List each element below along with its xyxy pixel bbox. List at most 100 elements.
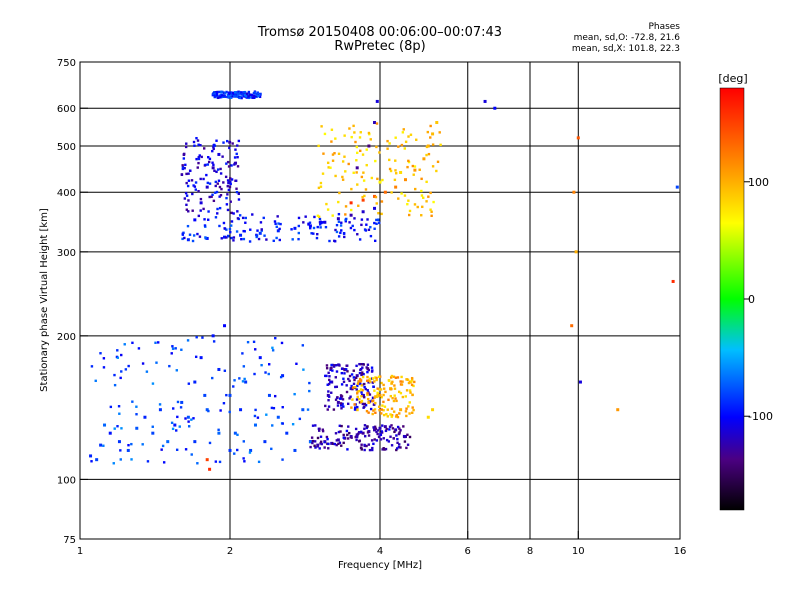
cluster-point (331, 363, 335, 367)
cluster-point (297, 237, 300, 241)
cluster-point (394, 397, 397, 400)
cluster-point (345, 364, 348, 367)
axis-ticks: 1 2 4 6 8 10 16 75 100 200 300 400 500 600 750 (57, 58, 686, 557)
cluster-point (413, 165, 417, 168)
cluster-point (199, 197, 203, 201)
cluster-point (339, 402, 343, 405)
cluster-point (203, 218, 206, 221)
cluster-point (362, 179, 366, 182)
cluster-point (324, 404, 327, 408)
colorbar-tick-label: 0 (748, 293, 755, 306)
cluster-point (360, 399, 364, 403)
cluster-point (244, 95, 248, 98)
data-point (493, 106, 497, 110)
cluster-point (325, 435, 329, 439)
cluster-point (327, 395, 331, 398)
cluster-point (382, 409, 385, 412)
cluster-point (376, 394, 379, 397)
cluster-point (351, 224, 354, 228)
data-point (367, 144, 371, 148)
cluster-point (361, 388, 364, 392)
phase-o-stats: mean, sd,O: -72.8, 21.6 (573, 33, 680, 43)
cluster-point (181, 233, 185, 236)
cluster-point (333, 364, 337, 367)
cluster-point (308, 381, 311, 385)
cluster-point (355, 145, 359, 149)
cluster-point (131, 341, 134, 345)
cluster-point (119, 449, 122, 452)
cluster-point (323, 132, 327, 136)
cluster-point (196, 462, 199, 465)
phase-x-stats: mean, sd,X: 101.8, 22.3 (571, 44, 680, 54)
cluster-point (211, 149, 214, 153)
cluster-point (214, 184, 217, 188)
cluster-point (375, 202, 378, 205)
data-point (426, 144, 430, 148)
cluster-point (347, 162, 350, 166)
cluster-point (359, 368, 362, 372)
cluster-point (220, 237, 223, 240)
cluster-point (340, 407, 343, 410)
cluster-point (374, 401, 377, 405)
data-point (570, 324, 574, 328)
cluster-point (392, 437, 395, 440)
cluster-point (333, 240, 337, 243)
cluster-point (225, 162, 228, 165)
cluster-point (362, 363, 365, 366)
cluster-point (308, 389, 311, 393)
cluster-point (186, 184, 190, 188)
cluster-point (347, 425, 350, 428)
cluster-point (355, 438, 358, 442)
cluster-point (363, 395, 366, 399)
cluster-point (429, 191, 432, 195)
x-tick-label: 4 (377, 546, 383, 557)
cluster-point (358, 136, 362, 139)
cluster-point (352, 171, 355, 174)
cluster-point (172, 407, 175, 410)
cluster-point (238, 214, 242, 217)
cluster-point (425, 200, 428, 203)
cluster-point (324, 374, 327, 378)
cluster-point (327, 447, 330, 450)
cluster-point (252, 95, 255, 98)
cluster-point (330, 391, 333, 394)
cluster-point (410, 376, 414, 380)
cluster-point (373, 425, 377, 428)
cluster-point (384, 390, 387, 394)
cluster-point (341, 178, 345, 181)
cluster-point (331, 214, 334, 217)
cluster-point (317, 186, 321, 190)
cluster-point (337, 430, 341, 434)
cluster-point (327, 382, 331, 386)
cluster-point (197, 143, 200, 146)
cluster-point (311, 441, 314, 445)
cluster-point (263, 234, 266, 237)
data-point (336, 438, 340, 442)
cluster-point (241, 352, 244, 355)
cluster-point (363, 448, 366, 452)
cluster-point (347, 377, 350, 381)
cluster-point (369, 234, 373, 238)
y-tick-label: 600 (57, 104, 76, 115)
cluster-point (386, 139, 389, 143)
cluster-point (225, 236, 228, 239)
cluster-point (188, 233, 192, 236)
data-point (361, 431, 365, 435)
cluster-point (408, 412, 411, 415)
cluster-point (399, 380, 402, 383)
cluster-point (275, 236, 278, 240)
cluster-point (352, 124, 355, 128)
cluster-point (214, 180, 217, 184)
data-point (211, 334, 215, 338)
cluster-point (174, 347, 177, 350)
cluster-point (187, 425, 191, 428)
cluster-point (270, 406, 274, 410)
cluster-point (374, 159, 377, 163)
cluster-point (363, 435, 367, 438)
cluster-point (381, 404, 384, 407)
cluster-point (262, 216, 265, 220)
cluster-point (333, 442, 337, 446)
cluster-point (223, 369, 227, 372)
data-point (373, 428, 377, 432)
cluster-point (378, 409, 381, 412)
